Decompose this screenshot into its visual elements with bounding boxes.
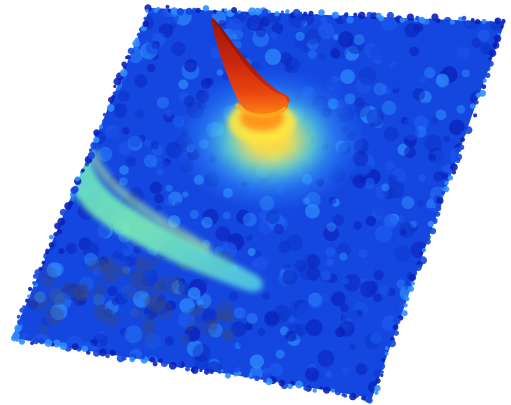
peak-base-rim bbox=[234, 102, 288, 118]
ridge-highlight bbox=[87, 148, 213, 254]
surface-edge bbox=[11, 4, 506, 404]
peak-front-face bbox=[211, 17, 289, 118]
sharp-peak bbox=[211, 17, 290, 118]
